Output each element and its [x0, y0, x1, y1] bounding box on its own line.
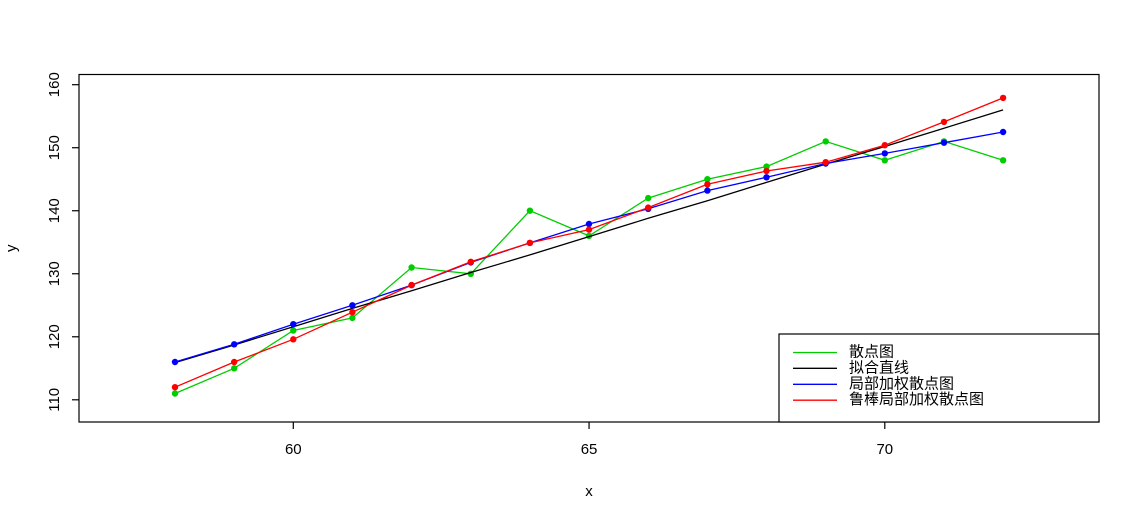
legend-entry: 鲁棒局部加权散点图: [793, 391, 984, 408]
series-lowess-point: [763, 174, 770, 181]
series-lowess-point: [940, 139, 948, 146]
series-robust-lowess-point: [585, 226, 593, 233]
series-scatter-point: [290, 327, 297, 334]
series-lowess-point: [999, 128, 1007, 136]
x-tick-label: 70: [876, 441, 893, 458]
legend-entry: 局部加权散点图: [793, 375, 954, 392]
series-scatter-point: [704, 176, 711, 183]
y-tick-label: 150: [46, 135, 63, 160]
series-fitted-line-line: [174, 109, 1004, 364]
x-tick-label: 60: [285, 441, 302, 458]
series-robust-lowess-point: [408, 281, 415, 289]
series-scatter-point: [822, 138, 829, 145]
y-tick-label: 140: [46, 198, 63, 223]
series-robust-lowess-point: [940, 118, 948, 126]
series-lowess-point: [171, 358, 179, 366]
series-scatter-point: [231, 365, 238, 372]
series-robust-lowess-point: [881, 142, 888, 149]
series-lowess-point: [349, 302, 356, 309]
series-robust-lowess-point: [763, 167, 770, 175]
legend-entry: 散点图: [793, 343, 894, 360]
series-scatter-point: [999, 157, 1007, 164]
series-robust-lowess-point: [526, 239, 534, 247]
series-lowess-point: [231, 341, 238, 348]
series-robust-lowess-point: [231, 358, 238, 366]
legend-label: 鲁棒局部加权散点图: [849, 391, 984, 408]
x-axis-title: x: [585, 483, 593, 500]
series-scatter-point: [171, 390, 179, 397]
y-axis-title: y: [3, 244, 20, 252]
series-scatter-point: [526, 207, 534, 214]
series-robust-lowess-point: [704, 181, 711, 188]
legend-label: 局部加权散点图: [849, 375, 954, 392]
legend-label: 散点图: [849, 343, 894, 360]
series-scatter-point: [645, 194, 652, 202]
series-scatter-point: [881, 157, 888, 164]
series-lowess-point: [881, 150, 888, 157]
series-scatter-point: [408, 264, 415, 271]
series-lowess-point: [704, 187, 711, 194]
y-tick-label: 160: [46, 72, 63, 97]
legend-label: 拟合直线: [849, 359, 909, 376]
series-robust-lowess-point: [467, 258, 474, 265]
series-robust-lowess-point: [171, 384, 179, 391]
x-tick-label: 65: [581, 441, 598, 458]
series-lowess-point: [290, 321, 297, 328]
series-robust-lowess-point: [349, 309, 356, 316]
series-robust-lowess-point: [822, 159, 829, 166]
y-tick-label: 120: [46, 324, 63, 349]
series-lowess-point: [585, 220, 593, 228]
series-lowess-line: [174, 131, 1004, 363]
series-robust-lowess-point: [999, 94, 1007, 102]
legend-box: [778, 333, 1100, 423]
series-robust-lowess-point: [645, 204, 652, 211]
legend-entry: 拟合直线: [793, 359, 909, 376]
series-robust-lowess-point: [290, 336, 297, 343]
y-tick-label: 130: [46, 261, 63, 286]
series-scatter-point: [349, 314, 356, 322]
series-scatter-point: [763, 163, 770, 170]
y-tick-label: 110: [46, 388, 63, 412]
